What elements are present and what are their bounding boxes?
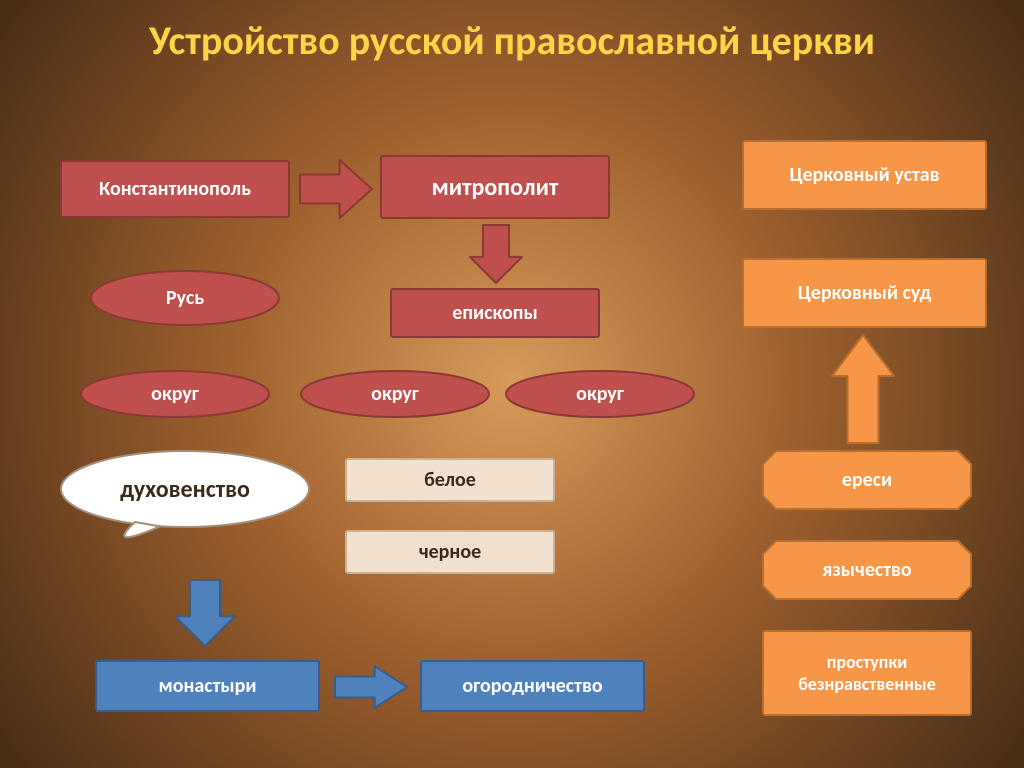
page-title: Устройство русской православной церкви — [0, 18, 1024, 64]
black-clergy-label: черное — [345, 530, 555, 574]
arr-to-court — [832, 335, 894, 443]
okrug3-label: округ — [505, 370, 695, 418]
paganism-label: язычество — [762, 540, 972, 600]
okrug1-label: округ — [80, 370, 270, 418]
bishops-label: епископы — [390, 288, 600, 338]
rus-label: Русь — [90, 270, 280, 326]
okrug2-label: округ — [300, 370, 490, 418]
monasteries-label: монастыри — [95, 660, 320, 712]
court-label: Церковный суд — [742, 258, 987, 328]
heresies-label: ереси — [762, 450, 972, 510]
white-clergy-label: белое — [345, 458, 555, 502]
arr-const-metro — [300, 160, 372, 218]
charter-label: Церковный устав — [742, 140, 987, 210]
metropolitan-label: митрополит — [380, 155, 610, 219]
arr-clergy-mon — [175, 580, 235, 646]
arr-metro-bish — [470, 225, 522, 283]
clergy-label: духовенство — [60, 450, 310, 528]
arr-mon-ogorod — [335, 666, 407, 708]
constantinople-label: Константинополь — [60, 160, 290, 218]
ogorod-label: огородничество — [420, 660, 645, 712]
misdeeds-label: проступки безнравственные — [762, 630, 972, 716]
